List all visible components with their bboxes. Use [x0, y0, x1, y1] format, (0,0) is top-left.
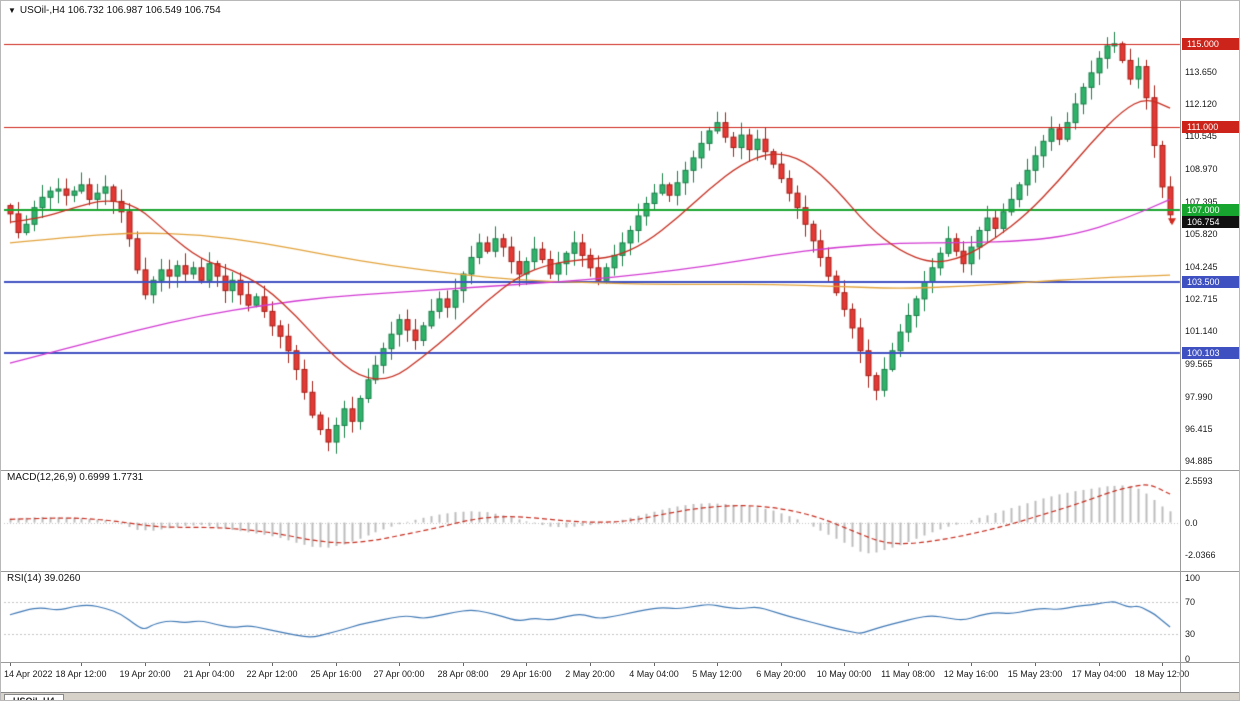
- price-axis-label: 107.395: [1185, 196, 1218, 207]
- time-axis-label: 10 May 00:00: [816, 669, 872, 679]
- time-axis-label: 17 May 04:00: [1071, 669, 1127, 679]
- time-axis-label: 15 May 23:00: [1007, 669, 1063, 679]
- time-axis[interactable]: 14 Apr 2022 18 Apr 12:00 19 Apr 20:00 21 Ap…: [1, 662, 1239, 692]
- rsi-axis-label: 0: [1185, 654, 1191, 664]
- macd-axis-label: -2.0366: [1185, 550, 1216, 561]
- time-axis-label: 2 May 20:00: [565, 669, 615, 679]
- price-level-badge[interactable]: 103.500: [1182, 276, 1239, 288]
- macd-header: MACD(12,26,9) 0.6999 1.7731: [7, 472, 144, 483]
- time-axis-tick: [971, 662, 972, 666]
- price-axis-label: 112.120: [1185, 98, 1217, 109]
- price-axis-label: 105.820: [1185, 229, 1218, 240]
- rsi-axis-label: 70: [1185, 596, 1196, 607]
- time-axis-tick: [1162, 662, 1163, 666]
- price-level-badge[interactable]: 107.000: [1182, 204, 1239, 216]
- ohlc-header-text: USOil-,H4 106.732 106.987 106.549 106.75…: [19, 5, 221, 16]
- rsi-axis-label: 30: [1185, 629, 1196, 640]
- ohlc-header: ▼ USOil-,H4 106.732 106.987 106.549 106.7…: [8, 5, 221, 16]
- chart-tabs-strip: USOil-,H4: [1, 692, 1239, 700]
- time-axis-tick: [590, 662, 591, 666]
- time-axis-label: 18 Apr 12:00: [55, 669, 107, 679]
- time-axis-label: 28 Apr 08:00: [437, 669, 489, 679]
- price-axis-label: 113.650: [1185, 66, 1217, 77]
- time-axis-tick: [209, 662, 210, 666]
- time-axis-tick: [844, 662, 845, 666]
- chart-collapse-icon[interactable]: ▼: [8, 6, 16, 15]
- time-axis-tick: [717, 662, 718, 666]
- time-axis-label: 27 Apr 00:00: [373, 669, 425, 679]
- time-axis-label: 6 May 20:00: [756, 669, 806, 679]
- time-axis-tick: [10, 662, 11, 666]
- time-axis-tick: [399, 662, 400, 666]
- time-axis-label: 29 Apr 16:00: [500, 669, 552, 679]
- chart-tab[interactable]: USOil-,H4: [4, 694, 64, 700]
- price-axis-border: [1180, 1, 1181, 692]
- macd-axis-label: 0.0: [1185, 517, 1198, 528]
- time-axis-tick: [336, 662, 337, 666]
- price-axis-label: 96.415: [1185, 424, 1213, 435]
- time-axis-label: 12 May 16:00: [943, 669, 999, 679]
- panel-separator-rsi[interactable]: [1, 571, 1239, 572]
- time-axis-tick: [463, 662, 464, 666]
- rsi-axis-label: 100: [1185, 573, 1201, 583]
- current-price-badge: 106.754: [1182, 216, 1239, 228]
- price-axis-label: 101.140: [1185, 326, 1218, 337]
- time-axis-label: 14 Apr 2022: [4, 669, 53, 679]
- time-axis-label: 21 Apr 04:00: [183, 669, 235, 679]
- price-level-badge[interactable]: 111.000: [1182, 121, 1239, 133]
- time-axis-tick: [1035, 662, 1036, 666]
- time-axis-tick: [781, 662, 782, 666]
- macd-axis-label: 2.5593: [1185, 476, 1213, 487]
- rsi-header: RSI(14) 39.0260: [7, 573, 81, 584]
- time-axis-label: 19 Apr 20:00: [119, 669, 171, 679]
- time-axis-tick: [1099, 662, 1100, 666]
- time-axis-tick: [526, 662, 527, 666]
- price-axis-label: 99.565: [1185, 358, 1213, 369]
- time-axis-border: [1, 662, 1239, 663]
- panel-separator-macd[interactable]: [1, 470, 1239, 471]
- time-axis-label: 25 Apr 16:00: [310, 669, 362, 679]
- time-axis-label: 22 Apr 12:00: [246, 669, 298, 679]
- time-axis-tick: [145, 662, 146, 666]
- time-axis-tick: [81, 662, 82, 666]
- price-axis-label: 102.715: [1185, 293, 1218, 304]
- price-axis-label: 94.885: [1185, 456, 1213, 466]
- price-axis-label: 97.990: [1185, 391, 1213, 402]
- price-level-badge[interactable]: 115.000: [1182, 38, 1239, 50]
- time-axis-tick: [908, 662, 909, 666]
- price-axis-label: 104.245: [1185, 261, 1218, 272]
- time-axis-label: 11 May 08:00: [881, 669, 935, 679]
- time-axis-label: 5 May 12:00: [692, 669, 742, 679]
- time-axis-tick: [272, 662, 273, 666]
- price-axis-label: 108.970: [1185, 163, 1218, 174]
- price-axis-label: 110.545: [1185, 131, 1217, 142]
- time-axis-label: 18 May 12:00: [1134, 669, 1190, 679]
- price-level-badge[interactable]: 100.103: [1182, 347, 1239, 359]
- time-axis-tick: [654, 662, 655, 666]
- time-axis-label: 4 May 04:00: [629, 669, 679, 679]
